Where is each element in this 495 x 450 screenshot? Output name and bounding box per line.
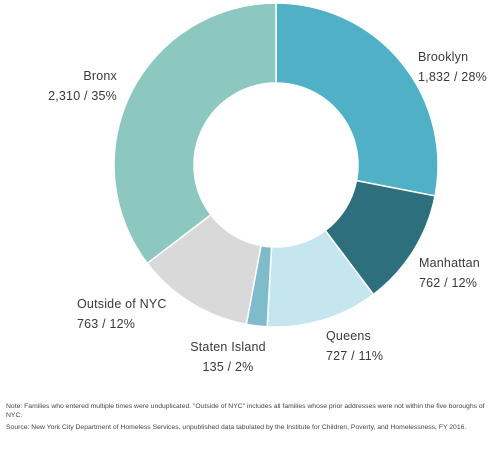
slice-label-name-outside-of-nyc: Outside of NYC bbox=[77, 297, 167, 311]
slice-label-name-brooklyn: Brooklyn bbox=[418, 50, 468, 64]
slice-label-name-bronx: Bronx bbox=[83, 69, 117, 83]
slices bbox=[113, 2, 439, 328]
slice-labels: Brooklyn 1,832 / 28% Manhattan 762 / 12% Que… bbox=[48, 50, 487, 374]
source-text: Source: New York City Department of Home… bbox=[6, 423, 467, 431]
chart-notes: Note: Families who entered multiple time… bbox=[6, 402, 490, 434]
slice-bronx bbox=[113, 2, 277, 265]
slice-label-name-staten-island: Staten Island bbox=[190, 340, 266, 354]
slice-label-value-bronx: 2,310 / 35% bbox=[48, 89, 117, 103]
slice-label-value-manhattan: 762 / 12% bbox=[419, 276, 477, 290]
slice-label-value-staten-island: 135 / 2% bbox=[203, 360, 254, 374]
slice-label-name-manhattan: Manhattan bbox=[419, 256, 480, 270]
slice-label-value-brooklyn: 1,832 / 28% bbox=[418, 70, 487, 84]
donut-chart: Brooklyn 1,832 / 28% Manhattan 762 / 12% Que… bbox=[48, 2, 487, 374]
slice-brooklyn bbox=[275, 2, 439, 197]
donut-chart-svg: Brooklyn 1,832 / 28% Manhattan 762 / 12% Que… bbox=[48, 2, 487, 374]
note-text: Note: Families who entered multiple time… bbox=[6, 403, 485, 420]
slice-label-name-queens: Queens bbox=[326, 329, 371, 343]
slice-label-value-outside-of-nyc: 763 / 12% bbox=[77, 317, 135, 331]
slice-label-value-queens: 727 / 11% bbox=[326, 349, 383, 363]
